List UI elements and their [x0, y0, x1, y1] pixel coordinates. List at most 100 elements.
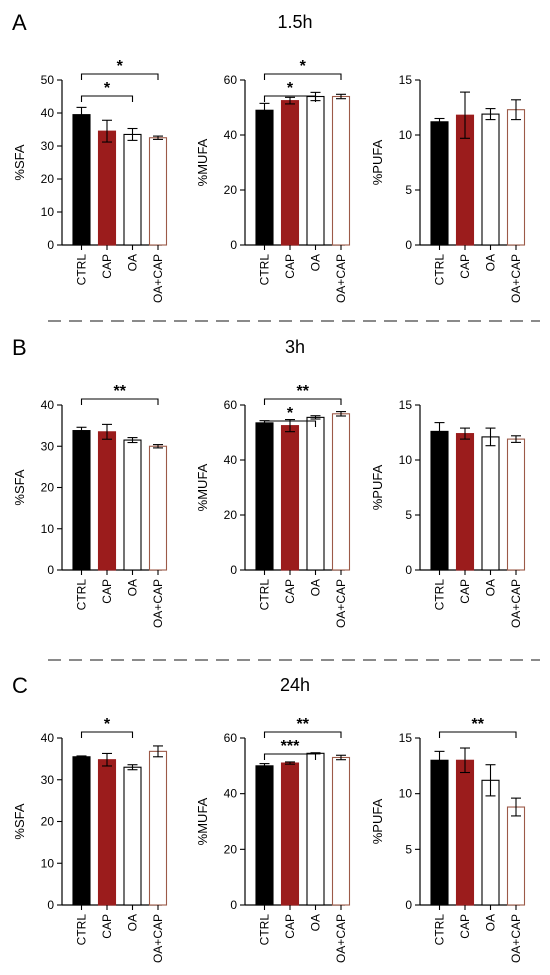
- significance-label: *: [287, 80, 294, 97]
- chart-c-pufa: 0 5 10 15 %PUFA CTRL CAP OA OA+CAP **: [370, 716, 526, 963]
- significance-label: **: [472, 716, 485, 733]
- y-tick-label: 10: [399, 453, 413, 467]
- y-tick-label: 50: [41, 73, 55, 87]
- bar-oa-plus-cap: [148, 750, 168, 906]
- bar-oa: [306, 416, 325, 571]
- chart-a-mufa: 0 20 40 60 %MUFA CTRL CAP OA OA+CAP * *: [195, 58, 351, 303]
- bar-cap: [280, 100, 300, 246]
- y-tick-label: 30: [41, 139, 55, 153]
- y-tick-label: 0: [47, 563, 54, 577]
- bar-oa-plus-cap: [331, 413, 351, 571]
- bar-cap: [97, 759, 117, 906]
- category-label: CAP: [100, 579, 114, 604]
- significance-bracket: [263, 73, 342, 80]
- category-label: CAP: [458, 579, 472, 604]
- category-label: OA+CAP: [334, 579, 348, 628]
- y-tick-label: 20: [224, 508, 238, 522]
- chart-c-sfa: 0 10 20 30 40 %SFA CTRL CAP OA OA+CAP *: [12, 716, 168, 963]
- bar-oa: [123, 439, 142, 571]
- bar-ctrl: [430, 430, 449, 571]
- category-label: OA: [309, 579, 323, 596]
- significance-bracket: [80, 73, 159, 80]
- y-axis-label: %MUFA: [195, 138, 210, 186]
- bar-oa: [306, 95, 325, 246]
- significance-bracket: [263, 398, 342, 405]
- bar-ctrl: [255, 422, 274, 571]
- y-axis-label: %SFA: [12, 144, 27, 180]
- y-tick-label: 40: [41, 106, 55, 120]
- significance-bracket: [80, 398, 159, 405]
- category-label: CAP: [458, 254, 472, 279]
- category-label: CAP: [283, 579, 297, 604]
- chart-b-pufa: 0 5 10 15 %PUFA CTRL CAP OA OA+CAP: [370, 398, 526, 628]
- y-tick-label: 40: [41, 731, 55, 745]
- significance-label: *: [104, 716, 111, 733]
- category-label: OA+CAP: [151, 254, 165, 303]
- y-tick-label: 15: [399, 731, 413, 745]
- y-tick-label: 60: [224, 398, 238, 412]
- category-label: OA: [126, 579, 140, 596]
- significance-bracket: [438, 731, 517, 738]
- bar-oa-plus-cap: [331, 756, 351, 906]
- chart-b-sfa: 0 10 20 30 40 %SFA CTRL CAP OA OA+CAP **: [12, 383, 168, 628]
- panel-title-a: 1.5h: [277, 12, 312, 32]
- bar-ctrl: [72, 114, 91, 246]
- significance-label: *: [104, 80, 111, 97]
- y-tick-label: 20: [41, 481, 55, 495]
- bar-oa: [481, 113, 500, 246]
- bar-ctrl: [72, 430, 91, 571]
- significance-bracket: [263, 420, 317, 427]
- y-tick-label: 0: [405, 238, 412, 252]
- significance-label: **: [297, 383, 310, 400]
- y-tick-label: 10: [399, 128, 413, 142]
- y-tick-label: 15: [399, 73, 413, 87]
- y-tick-label: 5: [405, 842, 412, 856]
- bar-ctrl: [255, 765, 274, 906]
- y-tick-label: 10: [41, 856, 55, 870]
- bar-ctrl: [255, 109, 274, 246]
- category-label: CTRL: [433, 914, 447, 946]
- significance-bracket: [80, 95, 134, 102]
- y-tick-label: 0: [230, 238, 237, 252]
- bar-ctrl: [72, 756, 91, 906]
- significance-bracket: [263, 753, 317, 760]
- category-label: CAP: [100, 254, 114, 279]
- bar-oa: [481, 436, 500, 571]
- y-tick-label: 40: [224, 787, 238, 801]
- panel-title-c: 24h: [280, 675, 310, 695]
- y-tick-label: 60: [224, 731, 238, 745]
- y-tick-label: 10: [41, 522, 55, 536]
- category-label: CTRL: [258, 579, 272, 611]
- bar-cap: [97, 130, 117, 246]
- chart-b-mufa: 0 20 40 60 %MUFA CTRL CAP OA OA+CAP ***: [195, 383, 351, 628]
- category-label: CTRL: [75, 579, 89, 611]
- significance-label: ***: [281, 738, 300, 755]
- panel-letter-a: A: [12, 10, 27, 35]
- bar-oa: [123, 766, 142, 906]
- y-axis-label: %PUFA: [370, 798, 385, 844]
- category-label: OA+CAP: [509, 914, 523, 963]
- category-label: CAP: [100, 914, 114, 939]
- bar-oa: [306, 752, 325, 906]
- bar-ctrl: [430, 759, 449, 906]
- bar-cap: [280, 425, 300, 571]
- y-tick-label: 0: [230, 563, 237, 577]
- category-label: OA: [484, 254, 498, 271]
- significance-label: **: [297, 716, 310, 733]
- category-label: OA: [126, 254, 140, 271]
- panel-title-b: 3h: [285, 337, 305, 357]
- chart-a-sfa: 0 10 20 30 40 50 %SFA CTRL CAP OA OA+CAP * *: [12, 58, 168, 303]
- y-tick-label: 10: [399, 787, 413, 801]
- y-tick-label: 10: [41, 205, 55, 219]
- y-tick-label: 20: [224, 842, 238, 856]
- y-tick-label: 30: [41, 773, 55, 787]
- bar-oa: [481, 779, 500, 906]
- significance-bracket: [263, 95, 317, 102]
- bar-oa-plus-cap: [331, 95, 351, 246]
- y-axis-label: %SFA: [12, 803, 27, 839]
- bar-oa-plus-cap: [506, 806, 526, 906]
- y-tick-label: 0: [47, 238, 54, 252]
- panel-letter-b: B: [12, 335, 27, 360]
